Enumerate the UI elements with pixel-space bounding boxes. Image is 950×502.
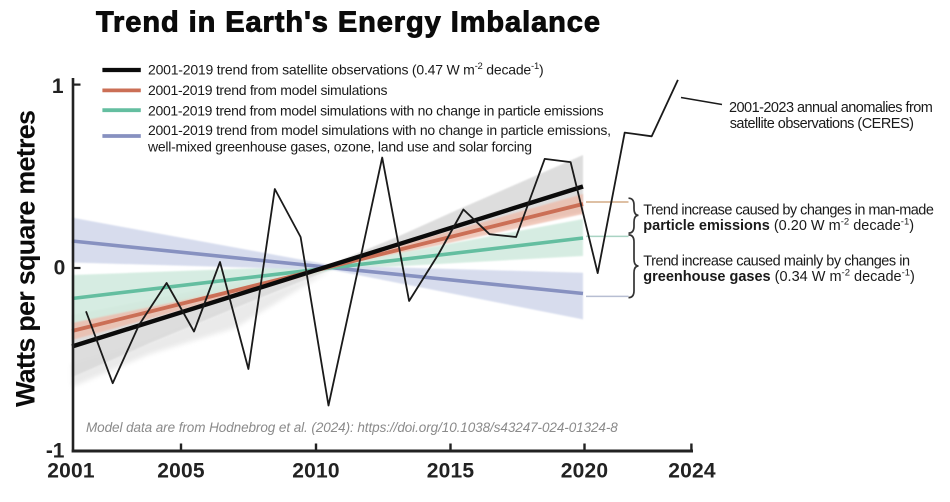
svg-text:2001-2023 annual anomalies fro: 2001-2023 annual anomalies from xyxy=(729,100,933,116)
svg-text:2024: 2024 xyxy=(668,460,716,483)
svg-text:Watts per square metres: Watts per square metres xyxy=(11,110,41,407)
svg-text:Trend in Earth's Energy Imbala: Trend in Earth's Energy Imbalance xyxy=(96,7,600,39)
svg-text:particle emissions (0.20 W m-2: particle emissions (0.20 W m-2 decade-1) xyxy=(643,217,914,235)
svg-text:2015: 2015 xyxy=(427,460,475,483)
svg-text:2005: 2005 xyxy=(157,460,205,483)
svg-text:Trend increase caused by chang: Trend increase caused by changes in man-… xyxy=(643,203,934,219)
svg-text:2001-2019 trend from model sim: 2001-2019 trend from model simulations xyxy=(148,82,387,98)
svg-text:2001-2019 trend from model sim: 2001-2019 trend from model simulations w… xyxy=(148,122,611,138)
svg-text:2010: 2010 xyxy=(292,460,340,483)
svg-text:0: 0 xyxy=(54,257,66,280)
svg-text:satellite observations (CERES): satellite observations (CERES) xyxy=(730,116,914,132)
svg-text:Trend increase caused mainly b: Trend increase caused mainly by changes … xyxy=(643,254,910,270)
svg-text:2020: 2020 xyxy=(561,460,609,483)
svg-text:2001-2019 trend from satellite: 2001-2019 trend from satellite observati… xyxy=(148,61,543,78)
svg-text:greenhouse gases (0.34 W m-2 d: greenhouse gases (0.34 W m-2 decade-1) xyxy=(643,268,915,286)
svg-text:Model data are from Hodnebrog: Model data are from Hodnebrog et al. (20… xyxy=(86,420,618,435)
svg-text:-1: -1 xyxy=(46,439,65,462)
svg-text:1: 1 xyxy=(52,75,64,98)
svg-text:well-mixed greenhouse gases, o: well-mixed greenhouse gases, ozone, land… xyxy=(147,139,532,155)
svg-text:2001: 2001 xyxy=(47,460,95,483)
svg-text:2001-2019 trend from model sim: 2001-2019 trend from model simulations w… xyxy=(148,103,604,119)
